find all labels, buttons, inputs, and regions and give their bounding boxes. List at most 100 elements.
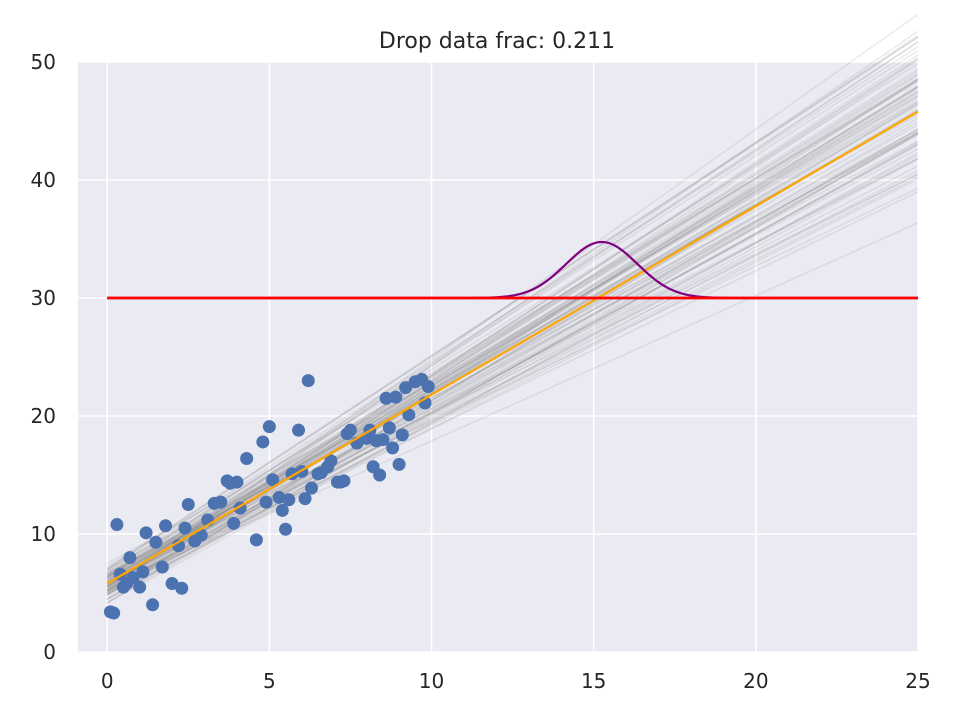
x-tick-label: 5 (263, 669, 276, 693)
sample-line (106, 158, 919, 599)
y-tick-label: 10 (31, 522, 56, 546)
sample-line (106, 141, 919, 600)
sample-line (106, 165, 919, 590)
sample-line (106, 63, 919, 574)
data-point (136, 565, 150, 579)
sample-line (106, 132, 919, 604)
data-point (178, 521, 192, 535)
sample-line (106, 128, 919, 595)
sample-line (106, 140, 919, 574)
data-point (256, 435, 270, 449)
data-point (259, 495, 273, 509)
sample-line (106, 58, 919, 586)
sample-line (106, 144, 919, 590)
data-point (279, 522, 293, 536)
data-point (126, 571, 140, 585)
x-axis-ticks: 0 5 10 15 20 25 (101, 669, 931, 693)
sample-line (106, 49, 919, 577)
data-point (301, 374, 315, 388)
y-tick-label: 50 (31, 50, 56, 74)
data-point (399, 381, 413, 395)
sample-line (106, 173, 919, 585)
sample-line (106, 73, 919, 578)
data-point (133, 580, 147, 594)
data-point (421, 380, 435, 393)
sample-line (106, 78, 919, 604)
data-point (139, 526, 153, 540)
sample-line (106, 131, 919, 577)
x-tick-label: 0 (101, 669, 114, 693)
sample-line (106, 57, 919, 589)
x-tick-label: 25 (905, 669, 930, 693)
data-point (337, 474, 351, 488)
data-point (155, 560, 169, 574)
sample-line (106, 133, 919, 601)
sample-line (106, 79, 919, 581)
sample-line (106, 94, 919, 581)
chart-title: Drop data frac: 0.211 (379, 29, 615, 54)
data-point (110, 518, 124, 532)
data-point (181, 498, 195, 511)
data-point (146, 598, 160, 612)
y-axis-ticks: 0 10 20 30 40 50 (31, 50, 56, 664)
data-point (282, 493, 296, 507)
data-point (292, 423, 306, 437)
sample-line (106, 222, 919, 588)
y-tick-label: 20 (31, 404, 56, 428)
y-tick-label: 0 (43, 640, 56, 664)
data-point (382, 421, 396, 435)
data-point (376, 433, 390, 447)
sample-line (106, 178, 919, 596)
sample-line (106, 74, 919, 588)
sample-line (106, 92, 919, 584)
data-point (402, 408, 416, 422)
sample-line (106, 77, 919, 575)
data-point (324, 454, 338, 468)
fit-line-group (106, 110, 919, 585)
sample-line (106, 143, 919, 593)
x-tick-label: 10 (419, 669, 444, 693)
data-point (172, 539, 186, 553)
data-point (343, 423, 357, 437)
sample-line (106, 30, 919, 588)
data-point (386, 441, 400, 455)
sample-line (106, 176, 919, 592)
data-point (227, 516, 241, 530)
sample-line (106, 85, 919, 583)
sample-line (106, 95, 919, 579)
data-points (103, 372, 435, 620)
sample-line (106, 169, 919, 594)
sample-line (106, 190, 919, 588)
data-point (305, 481, 319, 495)
sample-line (106, 102, 919, 600)
sample-line (106, 13, 919, 591)
data-point (395, 428, 409, 442)
sample-line (106, 78, 919, 579)
data-point (249, 533, 263, 547)
data-point (123, 551, 137, 565)
y-tick-label: 30 (31, 286, 56, 310)
fit-line (106, 110, 919, 585)
sample-line (106, 54, 919, 590)
sample-line (106, 152, 919, 604)
data-point (275, 503, 289, 517)
x-tick-label: 15 (581, 669, 606, 693)
sample-line (106, 91, 919, 578)
data-point (266, 473, 280, 487)
data-point (230, 475, 244, 489)
sample-line (106, 97, 919, 582)
sample-line (106, 80, 919, 568)
data-point (272, 490, 286, 504)
x-tick-label: 20 (743, 669, 768, 693)
sample-line (106, 132, 919, 597)
y-tick-label: 40 (31, 168, 56, 192)
sample-line (106, 104, 919, 582)
data-point (149, 535, 163, 549)
data-point (107, 606, 121, 620)
data-point (262, 420, 276, 434)
data-point (165, 577, 179, 591)
data-point (175, 581, 189, 595)
sample-line (106, 68, 919, 585)
data-point (373, 468, 387, 482)
